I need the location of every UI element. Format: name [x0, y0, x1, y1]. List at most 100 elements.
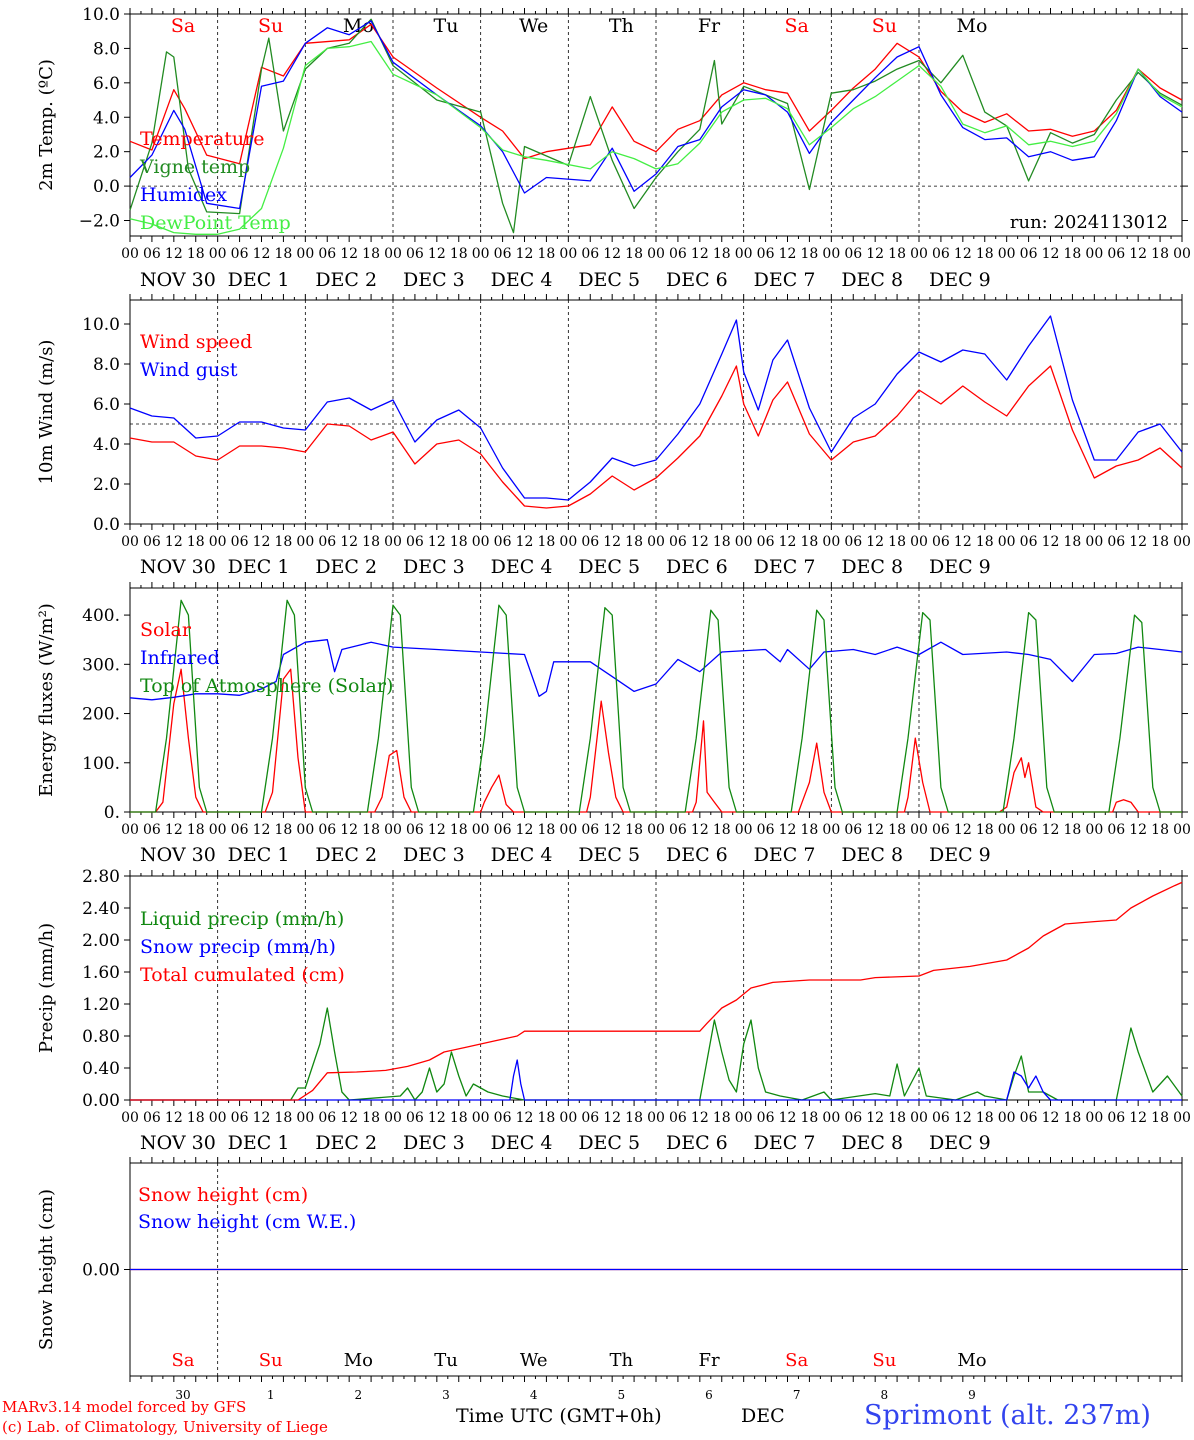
hour-label: 00 — [209, 534, 227, 550]
y-tick-label: 1.60 — [82, 963, 120, 983]
hour-label: 18 — [801, 246, 819, 262]
hour-label: 18 — [888, 246, 906, 262]
series-line — [129, 23, 1183, 165]
date-label: DEC 1 — [228, 844, 290, 866]
hour-label: 06 — [231, 534, 249, 550]
hour-label: 18 — [1151, 1110, 1169, 1126]
hour-label: 06 — [932, 246, 950, 262]
hour-label: 06 — [406, 534, 424, 550]
y-tick-label: 6.0 — [93, 74, 120, 94]
hour-label: 06 — [318, 822, 336, 838]
series-line — [130, 599, 1182, 813]
y-tick-label: 0.0 — [93, 515, 120, 535]
hour-label: 18 — [1151, 534, 1169, 550]
hour-label: 12 — [954, 1110, 972, 1126]
hour-label: 00 — [1085, 822, 1103, 838]
y-tick-label: 2.0 — [93, 475, 120, 495]
hour-label: 06 — [932, 1110, 950, 1126]
hour-label: 00 — [121, 246, 139, 262]
date-label: DEC 7 — [754, 844, 816, 866]
date-label: DEC 9 — [929, 556, 991, 578]
day-number-label: 1 — [267, 1388, 275, 1402]
hour-label: 06 — [669, 822, 687, 838]
hour-label: 06 — [494, 534, 512, 550]
hour-label: 00 — [998, 246, 1016, 262]
hour-label: 12 — [779, 822, 797, 838]
y-tick-label: 0.00 — [82, 1091, 120, 1111]
hour-label: 18 — [538, 246, 556, 262]
series-line — [129, 365, 1183, 509]
hour-label: 06 — [844, 822, 862, 838]
day-number-label: 2 — [355, 1388, 363, 1402]
hour-label: 18 — [801, 1110, 819, 1126]
hour-label: 12 — [866, 1110, 884, 1126]
hour-label: 06 — [1020, 822, 1038, 838]
hour-label: 12 — [253, 246, 271, 262]
day-number-label: 9 — [968, 1388, 976, 1402]
hour-label: 18 — [1151, 822, 1169, 838]
weekday-label: Mo — [343, 15, 374, 37]
weekday-label: Tu — [434, 1350, 458, 1371]
hour-label: 00 — [472, 534, 490, 550]
hour-label: 12 — [340, 246, 358, 262]
hour-label: 12 — [1129, 1110, 1147, 1126]
hour-label: 18 — [450, 534, 468, 550]
hour-label: 00 — [1085, 534, 1103, 550]
hour-label: 18 — [888, 1110, 906, 1126]
hour-label: 18 — [1064, 1110, 1082, 1126]
hour-label: 18 — [187, 1110, 205, 1126]
hour-label: 12 — [253, 1110, 271, 1126]
hour-label: 06 — [932, 534, 950, 550]
date-label: NOV 30 — [140, 844, 216, 866]
hour-label: 18 — [888, 822, 906, 838]
date-label: DEC 5 — [578, 844, 640, 866]
hour-label: 12 — [691, 246, 709, 262]
y-tick-label: 0. — [104, 803, 120, 823]
weekday-label: Sa — [171, 15, 195, 37]
hour-label: 00 — [296, 246, 314, 262]
hour-label: 00 — [1173, 822, 1191, 838]
hour-label: 06 — [406, 822, 424, 838]
hour-label: 00 — [822, 1110, 840, 1126]
hour-label: 12 — [340, 1110, 358, 1126]
y-tick-label: 100. — [82, 754, 120, 774]
hour-label: 12 — [1129, 822, 1147, 838]
series-line — [129, 639, 1183, 701]
date-label: DEC 3 — [403, 1132, 465, 1154]
day-number-label: 30 — [175, 1388, 190, 1402]
date-label: DEC 5 — [578, 1132, 640, 1154]
hour-label: 06 — [581, 822, 599, 838]
hour-label: 00 — [384, 246, 402, 262]
hour-label: 06 — [143, 534, 161, 550]
day-number-label: 6 — [705, 1388, 713, 1402]
weekday-label: Fr — [698, 15, 721, 37]
y-tick-label: 400. — [82, 606, 120, 626]
legend-entry: Infrared — [140, 647, 220, 669]
y-tick-label: 6.0 — [93, 395, 120, 415]
date-label: DEC 8 — [841, 556, 903, 578]
hour-label: 12 — [165, 822, 183, 838]
hour-label: 00 — [472, 246, 490, 262]
credit-lab: (c) Lab. of Climatology, University of L… — [2, 1418, 328, 1436]
hour-label: 06 — [1020, 1110, 1038, 1126]
legend-entry: Liquid precip (mm/h) — [140, 908, 344, 930]
hour-label: 18 — [801, 822, 819, 838]
legend-entry: DewPoint Temp — [140, 212, 291, 234]
weekday-label: Mo — [344, 1350, 373, 1371]
hour-label: 06 — [581, 534, 599, 550]
date-label: DEC 1 — [228, 1132, 290, 1154]
hour-label: 12 — [1129, 246, 1147, 262]
hour-label: 06 — [844, 246, 862, 262]
y-tick-label: 1.20 — [82, 995, 120, 1015]
hour-label: 06 — [757, 534, 775, 550]
legend-entry: Top of Atmosphere (Solar) — [140, 675, 393, 697]
y-tick-label: 0.80 — [82, 1027, 120, 1047]
hour-label: 18 — [538, 1110, 556, 1126]
date-label: DEC 2 — [315, 556, 377, 578]
y-axis-label: 2m Temp. (ºC) — [36, 59, 57, 191]
series-line — [130, 1059, 1182, 1101]
weekday-label: We — [519, 15, 548, 37]
hour-label: 06 — [318, 534, 336, 550]
hour-label: 12 — [779, 246, 797, 262]
